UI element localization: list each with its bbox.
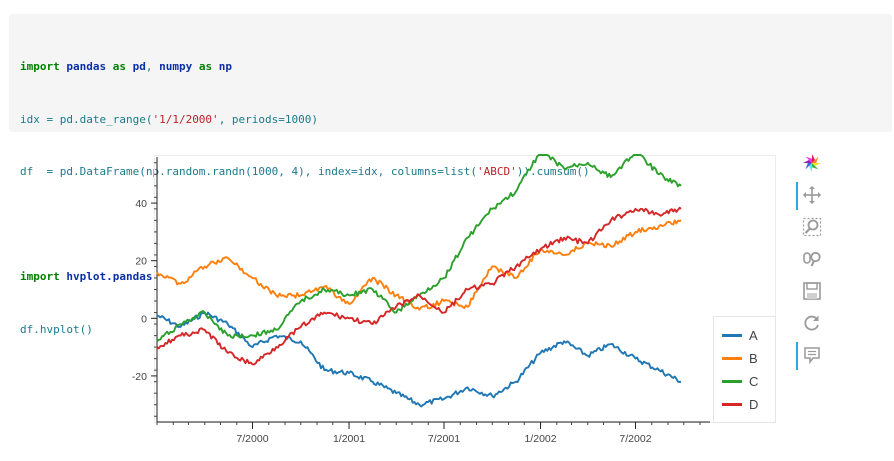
y-tick-label: 0	[141, 313, 147, 325]
series-line-d	[156, 206, 682, 366]
hover-icon	[804, 347, 820, 365]
code-token: np	[218, 60, 232, 73]
code-token: numpy	[159, 60, 193, 73]
code-line: import hvplot.pandas	[20, 268, 881, 286]
y-tick-label: 40	[135, 198, 147, 210]
x-tick-label: 1/2002	[524, 433, 556, 445]
y-tick-label: -20	[132, 371, 147, 383]
pan-tool[interactable]	[796, 182, 828, 210]
legend-swatch	[722, 403, 742, 406]
pan-icon	[803, 186, 821, 204]
code-token: pd	[132, 60, 146, 73]
legend-item-b[interactable]: B	[722, 348, 774, 370]
hover-tool[interactable]	[796, 342, 828, 370]
code-token: ,	[145, 60, 160, 73]
code-line: df.hvplot()	[20, 321, 881, 339]
legend-item-c[interactable]: C	[722, 371, 774, 393]
save-tool[interactable]	[796, 278, 828, 306]
code-token: df = pd.DataFrame(np.random.randn(1000, …	[20, 165, 477, 178]
x-tick-label: 7/2001	[428, 433, 460, 445]
wheel-zoom-icon	[803, 251, 821, 267]
reset-tool[interactable]	[796, 310, 828, 338]
code-token: '1/1/2000'	[152, 112, 219, 126]
legend-label: A	[749, 328, 758, 343]
code-token: )).cumsum()	[516, 165, 590, 178]
bokeh-logo[interactable]	[796, 150, 828, 178]
bokeh-logo-icon	[803, 154, 821, 172]
code-token: as	[198, 60, 213, 73]
legend-swatch	[722, 334, 742, 337]
wheel-zoom-tool[interactable]	[796, 246, 828, 274]
code-token: hvplot.pandas	[66, 270, 153, 283]
code-token: as	[112, 60, 126, 73]
legend-item-a[interactable]: A	[722, 325, 774, 347]
code-cell[interactable]: import pandas as pd, numpy as np idx = p…	[9, 14, 892, 336]
legend-swatch	[722, 357, 742, 360]
save-icon	[803, 282, 821, 300]
code-token: df.hvplot()	[20, 322, 93, 336]
code-token: pandas	[66, 60, 107, 73]
y-tick-label: 20	[135, 256, 147, 268]
code-token: , periods=1000)	[218, 112, 319, 126]
x-tick-label: 1/2001	[333, 433, 365, 445]
legend-label: D	[749, 397, 759, 412]
code-token: import	[20, 60, 60, 73]
code-token: 'ABCD'	[476, 165, 517, 178]
box-zoom-icon	[802, 217, 822, 237]
series-line-c	[156, 154, 682, 343]
series-line-a	[156, 311, 682, 408]
series-line-b	[156, 219, 682, 311]
x-tick-label: 7/2002	[619, 433, 651, 445]
legend-label: B	[749, 351, 758, 366]
legend-swatch	[722, 380, 742, 383]
code-line: import pandas as pd, numpy as np	[20, 58, 881, 76]
legend-label: C	[749, 374, 759, 389]
x-tick-label: 7/2000	[236, 433, 268, 445]
code-line: idx = pd.date_range('1/1/2000', periods=…	[20, 111, 881, 129]
legend[interactable]: A B C D	[713, 316, 776, 423]
legend-item-d[interactable]: D	[722, 394, 774, 416]
box-zoom-tool[interactable]	[796, 214, 828, 242]
code-token: import	[20, 270, 60, 283]
code-line: df = pd.DataFrame(np.random.randn(1000, …	[20, 163, 881, 181]
code-token: idx = pd.date_range(	[20, 112, 153, 126]
reset-icon	[804, 315, 819, 331]
plot-toolbar	[796, 150, 828, 370]
